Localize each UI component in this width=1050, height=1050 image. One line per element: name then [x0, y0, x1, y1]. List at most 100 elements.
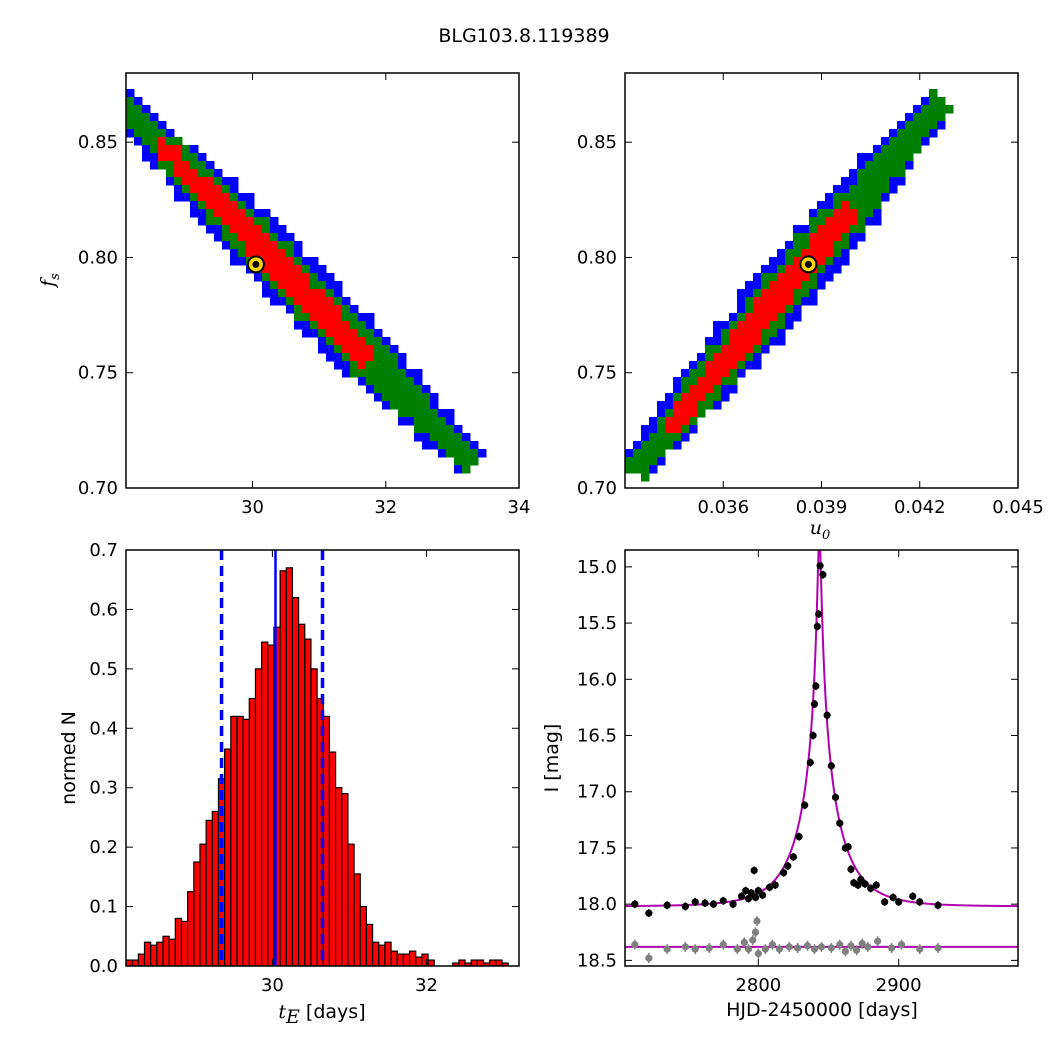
tE-fs-density-cell: [198, 153, 207, 162]
u0-fs-density-cell: [729, 377, 738, 386]
u0-fs-density-cell: [801, 297, 810, 306]
tE-fs-density-cell: [222, 177, 231, 186]
u0-fs-density-cell: [721, 353, 730, 362]
tE-fs-ylabel: fs: [37, 273, 63, 289]
u0-fs-density-cell: [689, 377, 698, 386]
u0-fs-density-cell: [697, 377, 706, 386]
u0-fs-density-cell: [657, 433, 666, 442]
u0-fs-density-cell: [713, 337, 722, 346]
tE-fs-density-cell: [350, 321, 359, 330]
tE-fs-density-cell: [390, 385, 399, 394]
u0-fs-density-cell: [745, 313, 754, 322]
tE-fs-density-cell: [342, 297, 351, 306]
tE-fs-density-cell: [198, 201, 207, 210]
u0-fs-density-cell: [705, 377, 714, 386]
u0-fs-density-cell: [769, 281, 778, 290]
u0-fs-density-cell: [833, 217, 842, 226]
tE-fs-density-cell: [294, 265, 303, 274]
tE-fs-density-cell: [310, 289, 319, 298]
tE-fs-density-cell: [414, 385, 423, 394]
data-point: [784, 862, 792, 870]
u0-fs-density-cell: [713, 353, 722, 362]
u0-fs-density-cell: [865, 169, 874, 178]
tE-fs-density-cell: [302, 321, 311, 330]
u0-fs-density-cell: [849, 201, 858, 210]
tE-fs-density-cell: [214, 201, 223, 210]
tE-fs-density-cell: [310, 281, 319, 290]
tE-fs-density-cell: [246, 233, 255, 242]
tE-fs-density-cell: [318, 289, 327, 298]
tE-fs-density-cell: [358, 369, 367, 378]
u0-fs-density-cell: [825, 273, 834, 282]
histogram-bar: [335, 787, 343, 966]
tE-fs-density-cell: [310, 329, 319, 338]
u0-fs-density-cell: [633, 441, 642, 450]
u0-fs-density-cell: [713, 329, 722, 338]
tE-fs-density-cell: [382, 393, 391, 402]
tE-fs-density-cell: [230, 217, 239, 226]
u0-fs-density-cell: [777, 249, 786, 258]
u0-fs-xtick-label: 0.036: [697, 497, 749, 518]
u0-fs-ytick-label: 0.70: [577, 478, 617, 499]
histogram-bar: [230, 715, 238, 966]
u0-fs-density-cell: [793, 225, 802, 234]
u0-fs-density-cell: [841, 225, 850, 234]
tE-fs-density-cell: [326, 337, 335, 346]
tE-fs-density-cell: [310, 257, 319, 266]
tE-fs-density-cell: [334, 329, 343, 338]
tE-fs-density-cell: [382, 345, 391, 354]
tE-fs-density-cell: [166, 177, 175, 186]
tE-fs-density-cell: [126, 97, 135, 106]
tE-fs-density-cell: [350, 361, 359, 370]
u0-fs-density-cell: [897, 169, 906, 178]
u0-fs-density-cell: [761, 305, 770, 314]
tE-fs-ytick-label: 0.85: [78, 132, 118, 153]
u0-fs-density-cell: [769, 273, 778, 282]
u0-fs-density-cell: [729, 337, 738, 346]
data-point: [663, 901, 671, 909]
residual-point: [864, 943, 872, 951]
u0-fs-density-cell: [745, 361, 754, 370]
data-point: [836, 819, 844, 827]
tE-fs-density-cell: [286, 289, 295, 298]
data-point: [701, 899, 709, 907]
u0-fs-density-cell: [921, 137, 930, 146]
tE-fs-density-cell: [238, 241, 247, 250]
tE-fs-density-cell: [270, 241, 279, 250]
u0-fs-density-cell: [769, 329, 778, 338]
u0-fs-best-fit-center: [804, 260, 812, 268]
histogram-bar: [199, 843, 207, 966]
tE-fs-density-cell: [254, 209, 263, 218]
tE-fs-density-cell: [366, 353, 375, 362]
histogram-bar: [126, 959, 133, 966]
u0-fs-density-cell: [937, 113, 946, 122]
u0-fs-density-cell: [809, 297, 818, 306]
u0-fs-density-cell: [833, 209, 842, 218]
u0-fs-density-cell: [809, 289, 818, 298]
u0-fs-density-cell: [937, 97, 946, 106]
u0-fs-density-cell: [801, 289, 810, 298]
data-point: [819, 571, 827, 579]
tE-fs-density-cell: [374, 337, 383, 346]
u0-fs-density-cell: [769, 305, 778, 314]
u0-fs-density-cell: [857, 169, 866, 178]
data-point: [709, 900, 718, 908]
u0-fs-density-cell: [793, 265, 802, 274]
residual-point: [858, 939, 866, 948]
u0-fs-density-cell: [657, 449, 666, 458]
u0-fs-density-cell: [657, 425, 666, 434]
u0-fs-density-cell: [649, 417, 658, 426]
histogram-bar: [236, 715, 244, 966]
u0-fs-density-cell: [921, 121, 930, 130]
u0-fs-density-cell: [705, 337, 714, 346]
histogram-bar: [328, 751, 337, 966]
u0-fs-density-cell: [825, 225, 834, 234]
tE-fs-density-cell: [302, 265, 311, 274]
u0-fs-density-cell: [705, 369, 714, 378]
data-point: [844, 843, 852, 851]
u0-fs-density-cell: [833, 225, 842, 234]
u0-fs-density-cell: [945, 105, 954, 114]
u0-fs-density-cell: [857, 185, 866, 194]
u0-fs-density-cell: [785, 265, 794, 274]
u0-fs-density-cell: [801, 225, 810, 234]
